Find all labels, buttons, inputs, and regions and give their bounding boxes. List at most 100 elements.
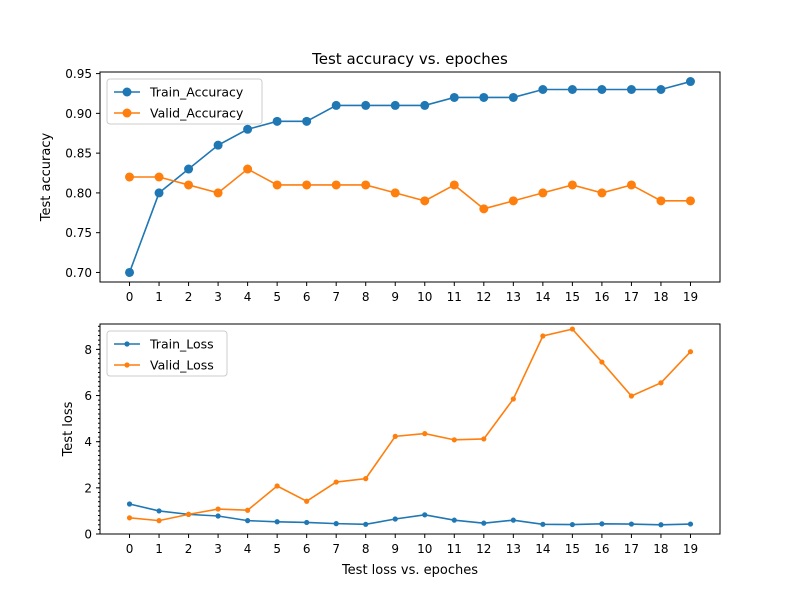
chart1-point-train-accuracy xyxy=(302,116,312,126)
chart2-ytick-label: 6 xyxy=(84,389,92,403)
chart1-legend-swatch-marker xyxy=(122,108,132,118)
chart1-legend-swatch-marker xyxy=(122,87,132,97)
chart1-xtick-label: 0 xyxy=(126,290,134,304)
chart1-point-train-accuracy xyxy=(597,85,607,94)
chart1-series-line-train-accuracy xyxy=(128,80,691,273)
chart2-xtick-label: 7 xyxy=(332,542,340,556)
chart1-point-valid-accuracy xyxy=(302,180,312,190)
chart2-point-train-loss xyxy=(451,517,457,523)
chart1-point-train-accuracy xyxy=(626,85,636,94)
chart1-point-train-accuracy xyxy=(213,140,223,150)
chart2-point-valid-loss xyxy=(245,507,251,513)
chart1-ylabel: Test accuracy xyxy=(39,133,54,223)
chart2-axes-frame xyxy=(99,323,721,535)
chart2-legend-label: Train_Loss xyxy=(149,337,214,352)
chart2-xtick-label: 13 xyxy=(506,542,521,556)
chart2-xlabel: Test loss vs. epoches xyxy=(341,563,478,578)
chart2-ytick-label: 8 xyxy=(84,343,92,357)
chart1-xtick-label: 8 xyxy=(362,290,370,304)
chart2-point-valid-loss xyxy=(392,433,398,439)
chart1-legend-label: Train_Accuracy xyxy=(149,85,244,100)
chart1-point-valid-accuracy xyxy=(685,196,695,206)
chart1-point-train-accuracy xyxy=(508,92,518,102)
chart2-ytick-label: 2 xyxy=(84,481,92,495)
chart1-xtick-label: 11 xyxy=(447,290,462,304)
chart2-ytick-label: 0 xyxy=(84,528,92,542)
chart2-point-valid-loss xyxy=(274,483,280,489)
chart2-series-line-train-loss xyxy=(129,503,691,526)
chart2-point-train-loss xyxy=(392,516,398,522)
chart2-xtick-label: 8 xyxy=(362,542,370,556)
chart2-point-valid-loss xyxy=(687,349,694,355)
chart1-xtick-label: 18 xyxy=(653,290,668,304)
chart1-point-valid-accuracy xyxy=(567,180,577,190)
chart1-point-train-accuracy xyxy=(449,92,459,102)
chart2-xtick-label: 18 xyxy=(653,542,668,556)
chart2-point-train-loss xyxy=(215,513,221,519)
chart1-xtick-label: 2 xyxy=(185,290,193,304)
chart1-point-valid-accuracy xyxy=(184,180,194,190)
chart1-point-train-accuracy xyxy=(567,85,577,94)
chart1-point-train-accuracy xyxy=(184,164,194,174)
chart2-point-valid-loss xyxy=(304,498,310,504)
chart1-point-train-accuracy xyxy=(685,77,695,87)
chart2-point-train-loss xyxy=(510,517,516,523)
chart2-point-train-loss xyxy=(599,521,605,527)
chart1-xtick-label: 6 xyxy=(303,290,311,304)
chart2-point-valid-loss xyxy=(363,476,369,482)
chart1-xtick-label: 3 xyxy=(214,290,222,304)
chart1-ytick-label: 0.75 xyxy=(65,226,92,240)
chart1-series-line-valid-accuracy xyxy=(129,168,691,210)
chart1-ytick-label: 0.90 xyxy=(65,107,92,121)
chart1-point-valid-accuracy xyxy=(538,188,548,198)
chart1-point-train-accuracy xyxy=(420,100,430,110)
chart1-xtick-label: 7 xyxy=(332,290,340,304)
chart2-point-valid-loss xyxy=(126,515,133,521)
chart2-point-train-loss xyxy=(628,521,635,527)
chart2-point-train-loss xyxy=(304,519,310,526)
chart1-point-train-accuracy xyxy=(125,267,135,277)
chart2-point-valid-loss xyxy=(481,436,487,442)
chart1-point-valid-accuracy xyxy=(361,180,371,190)
chart2-point-train-loss xyxy=(274,519,280,525)
chart1-point-valid-accuracy xyxy=(597,188,607,198)
chart1-point-train-accuracy xyxy=(331,100,341,110)
chart1-point-valid-accuracy xyxy=(390,188,400,198)
chart2-point-valid-loss xyxy=(333,479,339,485)
chart2-point-valid-loss xyxy=(215,506,221,512)
chart2-xtick-label: 6 xyxy=(303,542,311,556)
chart1-point-train-accuracy xyxy=(656,85,666,94)
chart1-ytick-label: 0.95 xyxy=(65,67,92,81)
chart2-point-train-loss xyxy=(156,508,162,514)
chart2-point-valid-loss xyxy=(185,511,192,517)
chart1-point-valid-accuracy xyxy=(213,188,223,198)
chart2-xtick-label: 10 xyxy=(417,542,432,556)
chart1-point-train-accuracy xyxy=(361,100,371,110)
chart1-ytick-label: 0.80 xyxy=(65,186,92,200)
chart2-point-valid-loss xyxy=(510,396,516,402)
chart1-ytick-label: 0.70 xyxy=(65,266,92,280)
chart1-point-train-accuracy xyxy=(243,124,253,134)
chart2-xtick-label: 17 xyxy=(624,542,639,556)
chart2-point-train-loss xyxy=(126,501,133,507)
chart2-point-valid-loss xyxy=(599,359,605,365)
chart1-axes-frame xyxy=(99,71,721,283)
chart2-point-train-loss xyxy=(333,521,339,527)
chart2-xtick-label: 14 xyxy=(535,542,550,556)
chart2-point-train-loss xyxy=(540,521,546,527)
chart2-xtick-label: 12 xyxy=(476,542,491,556)
chart2-ytick-label: 4 xyxy=(84,435,92,449)
chart1-point-valid-accuracy xyxy=(331,180,341,190)
chart2-point-valid-loss xyxy=(540,333,546,339)
chart1-point-valid-accuracy xyxy=(449,180,459,190)
chart2-legend-label: Valid_Loss xyxy=(150,358,214,373)
chart2-point-valid-loss xyxy=(451,437,457,443)
chart2-point-train-loss xyxy=(658,522,664,528)
chart1-point-train-accuracy xyxy=(390,100,400,110)
chart2-series-line-valid-loss xyxy=(129,328,692,522)
chart2-xtick-label: 16 xyxy=(594,542,609,556)
chart1-legend-label: Valid_Accuracy xyxy=(150,106,244,121)
chart1-point-train-accuracy xyxy=(538,85,548,94)
chart2-point-valid-loss xyxy=(628,393,635,399)
chart1-xtick-label: 5 xyxy=(273,290,281,304)
